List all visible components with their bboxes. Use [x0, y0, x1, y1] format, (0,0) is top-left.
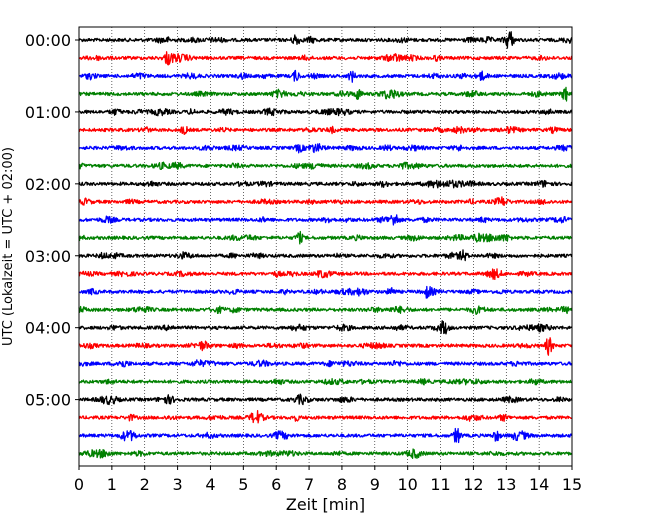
trace-0545	[78, 448, 573, 460]
y-axis-ticks: 00:00 01:00 02:00 03:00 04:00 05:00	[25, 31, 79, 410]
x-tick-label-8: 8	[337, 475, 347, 494]
x-tick-label-12: 12	[463, 475, 483, 494]
trace-0445	[78, 378, 573, 386]
trace-0345	[78, 305, 573, 316]
x-tick-label-10: 10	[397, 475, 417, 494]
trace-0230	[78, 214, 573, 226]
x-tick-label-13: 13	[496, 475, 516, 494]
y-tick-label-2: 02:00	[25, 175, 71, 194]
trace-0200	[78, 179, 573, 189]
x-tick-label-1: 1	[107, 475, 117, 494]
trace-0315	[78, 268, 573, 281]
trace-0245	[78, 230, 573, 245]
trace-0015	[78, 51, 573, 66]
x-tick-label-2: 2	[140, 475, 150, 494]
y-tick-label-5: 05:00	[25, 391, 71, 410]
x-tick-label-4: 4	[205, 475, 215, 494]
grid-lines	[111, 27, 540, 466]
y-tick-label-1: 01:00	[25, 103, 71, 122]
trace-0215	[78, 196, 573, 207]
x-tick-label-7: 7	[304, 475, 314, 494]
x-tick-label-3: 3	[173, 475, 183, 494]
x-axis-label: Zeit [min]	[286, 495, 365, 514]
x-axis-ticks: 0 1 2 3 4 5 6 7 8 9 10 11 12 13 14 15	[74, 466, 582, 494]
trace-0045	[78, 86, 573, 102]
trace-0130	[78, 143, 573, 154]
x-tick-label-0: 0	[74, 475, 84, 494]
trace-0000	[78, 31, 573, 49]
x-tick-label-15: 15	[562, 475, 582, 494]
x-tick-label-5: 5	[238, 475, 248, 494]
plot-frame	[78, 26, 573, 467]
x-tick-label-6: 6	[271, 475, 281, 494]
x-tick-label-9: 9	[370, 475, 380, 494]
x-tick-label-14: 14	[529, 475, 549, 494]
trace-0115	[78, 125, 573, 135]
y-tick-label-0: 00:00	[25, 31, 71, 50]
trace-0430	[78, 359, 573, 368]
trace-0500	[78, 393, 573, 406]
trace-0145	[78, 161, 573, 171]
trace-0300	[78, 249, 573, 262]
seismic-traces	[78, 31, 573, 460]
trace-0330	[78, 285, 573, 299]
y-axis-label: UTC (Lokalzeit = UTC + 02:00)	[1, 147, 16, 346]
trace-0515	[78, 410, 573, 424]
trace-0100	[78, 107, 573, 117]
trace-0530	[78, 427, 573, 444]
x-tick-label-11: 11	[430, 475, 450, 494]
trace-0030	[78, 69, 573, 83]
trace-0415	[78, 337, 573, 356]
y-tick-label-4: 04:00	[25, 319, 71, 338]
y-tick-label-3: 03:00	[25, 247, 71, 266]
trace-0400	[78, 320, 573, 335]
